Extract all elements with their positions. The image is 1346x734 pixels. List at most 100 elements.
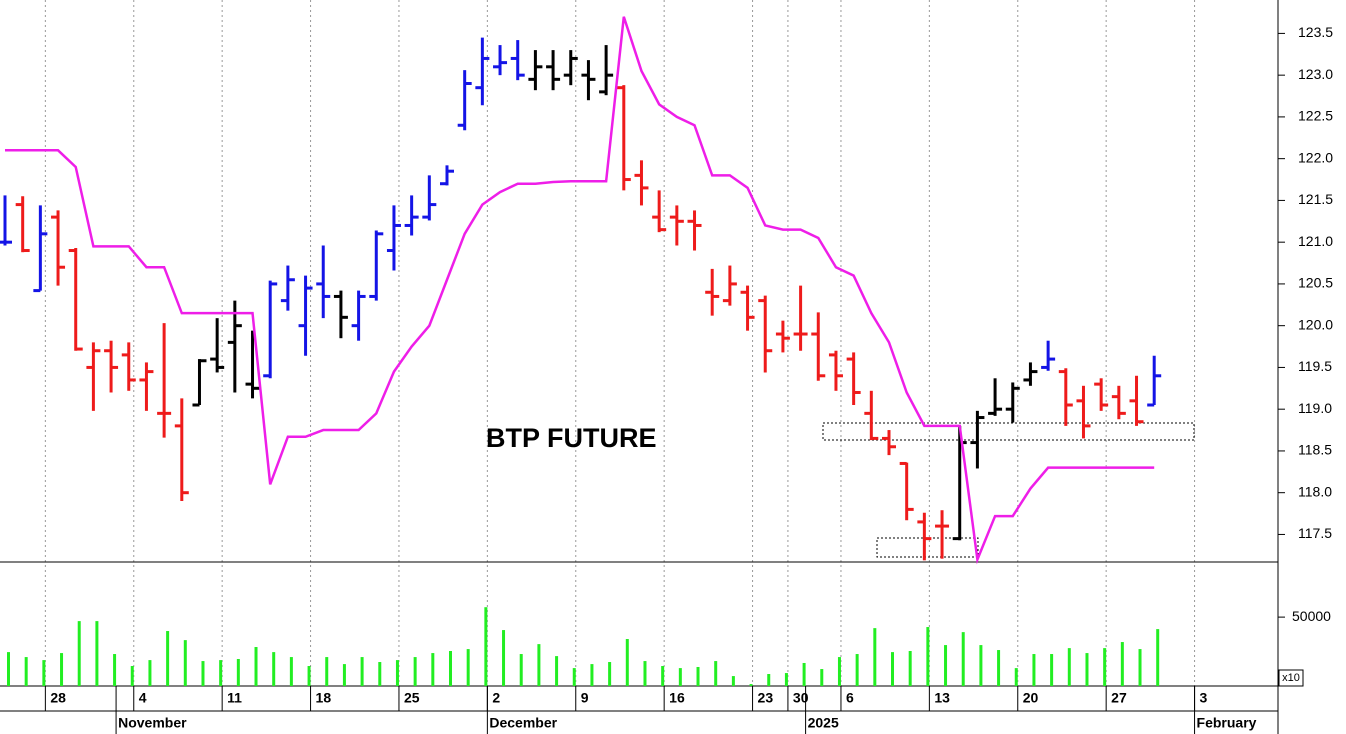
volume-bar <box>1014 668 1018 686</box>
volume-bar <box>307 666 311 686</box>
x-tick-label: 11 <box>227 690 242 706</box>
volume-bar <box>696 666 700 686</box>
volume-bar <box>325 657 329 686</box>
volume-bar <box>1120 642 1124 686</box>
volume-bar <box>166 631 170 686</box>
y-tick-label: 122.0 <box>1298 149 1333 165</box>
volume-bar <box>1138 649 1142 686</box>
volume-bar <box>502 630 506 686</box>
y-tick-label: 122.5 <box>1298 108 1333 124</box>
volume-bar <box>537 644 541 686</box>
month-label: November <box>118 715 187 731</box>
month-label: 2025 <box>808 715 839 731</box>
volume-bar <box>908 651 912 686</box>
y-tick-label: 118.0 <box>1298 483 1332 499</box>
volume-bar <box>749 684 753 686</box>
volume-bar <box>130 666 134 686</box>
volume-bar <box>944 645 948 686</box>
volume-bar <box>519 654 523 686</box>
price-zone <box>876 537 979 558</box>
volume-bar <box>342 664 346 686</box>
volume-bar <box>802 662 806 686</box>
volume-bar <box>236 658 240 686</box>
volume-bar <box>77 621 81 686</box>
volume-bar <box>1103 648 1107 686</box>
volume-bar <box>360 657 364 686</box>
volume-bar <box>678 668 682 686</box>
volume-bar <box>7 652 10 686</box>
volume-bar <box>60 653 64 686</box>
volume-bar <box>484 607 488 686</box>
y-tick-label: 121.5 <box>1298 191 1333 207</box>
volume-bar <box>449 651 452 686</box>
volume-bar <box>855 654 859 686</box>
volume-bar <box>873 628 877 686</box>
volume-bar <box>572 668 576 686</box>
y-tick-label: 118.5 <box>1298 442 1332 458</box>
scale-box <box>1278 669 1304 687</box>
volume-bar <box>95 621 99 686</box>
y-tick-label: 120.5 <box>1298 275 1333 291</box>
price-zone <box>822 422 1195 441</box>
x-tick-label: 18 <box>316 690 332 706</box>
volume-bar <box>714 661 718 686</box>
volume-bar <box>24 657 28 686</box>
y-tick-label: 123.5 <box>1298 24 1333 40</box>
volume-bar <box>431 653 435 686</box>
month-label: February <box>1197 715 1257 731</box>
volume-bar <box>42 660 46 686</box>
volume-bar <box>113 654 117 686</box>
x-tick-label: 20 <box>1023 690 1039 706</box>
x-tick-label: 2 <box>492 690 500 706</box>
volume-bar <box>289 657 293 686</box>
volume-bar <box>926 627 930 686</box>
volume-bar <box>837 657 841 686</box>
volume-bar <box>413 657 417 686</box>
volume-bar <box>961 632 965 686</box>
x-tick-label: 27 <box>1111 690 1127 706</box>
volume-bar <box>1050 654 1054 686</box>
x-tick-label: 4 <box>139 690 147 706</box>
overlay-line <box>5 16 1155 565</box>
volume-bar <box>979 645 983 686</box>
volume-bar <box>1032 654 1036 686</box>
volume-bar <box>555 656 559 686</box>
x-tick-label: 6 <box>846 690 854 706</box>
volume-bar <box>183 640 187 686</box>
y-tick-label: 119.0 <box>1298 400 1332 416</box>
x-tick-label: 16 <box>669 690 685 706</box>
x-tick-label: 3 <box>1200 690 1208 706</box>
volume-bar <box>378 662 382 686</box>
x-tick-label: 13 <box>934 690 950 706</box>
volume-bar <box>1067 648 1071 686</box>
volume-bar <box>219 660 223 686</box>
x-tick-label: 9 <box>581 690 589 706</box>
y-tick-label: 119.5 <box>1298 358 1332 374</box>
volume-scale-label: x10 <box>1282 672 1300 684</box>
y-tick-label: 123.0 <box>1298 66 1333 82</box>
volume-bar <box>643 661 647 686</box>
y-tick-label: 120.0 <box>1298 316 1333 332</box>
chart-title: BTP FUTURE <box>486 423 657 453</box>
volume-bar <box>820 669 824 686</box>
volume-bar <box>395 660 399 686</box>
y-tick-label: 117.5 <box>1298 525 1332 541</box>
volume-bar <box>254 647 258 686</box>
volume-bar <box>731 676 735 686</box>
volume-bar <box>625 639 629 686</box>
x-tick-label: 28 <box>50 690 66 706</box>
volume-bar <box>466 649 470 686</box>
grid <box>44 0 1196 686</box>
y-tick-label: 121.0 <box>1298 233 1333 249</box>
volume-bar <box>767 674 771 686</box>
volume-bar <box>201 661 205 686</box>
month-label: December <box>489 715 557 731</box>
y-tick-label: 50000 <box>1292 608 1331 624</box>
volume-bar <box>1085 653 1089 686</box>
volume-bar <box>891 652 894 686</box>
x-tick-label: 30 <box>793 690 809 706</box>
volume-bar <box>1156 629 1160 686</box>
volume-bar <box>272 652 276 686</box>
volume-bar <box>661 666 665 686</box>
